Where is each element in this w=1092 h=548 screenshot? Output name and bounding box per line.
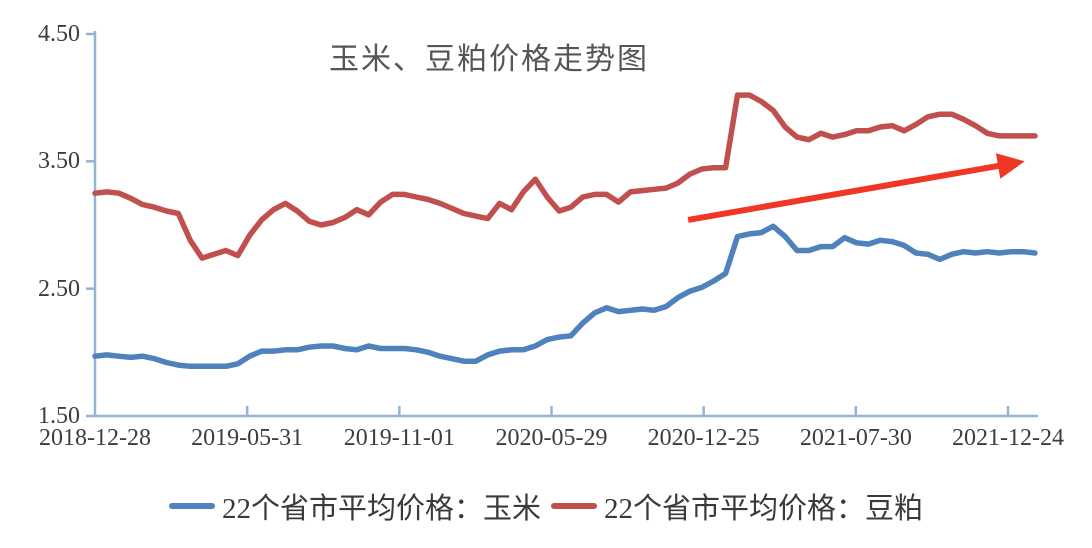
soybean-meal-line-swatch [551, 503, 597, 509]
corn-line-swatch [168, 503, 215, 509]
legend-item-corn: 22个省市平均价格：玉米 [168, 485, 541, 527]
y-tick-label: 4.50 [38, 21, 80, 47]
axes [86, 31, 1038, 418]
legend-item-soybean-meal: 22个省市平均价格：豆粕 [551, 485, 923, 527]
legend-label-corn: 22个省市平均价格：玉米 [221, 493, 541, 525]
x-tick-label: 2020-05-29 [495, 425, 608, 451]
x-tick-label: 2018-12-28 [39, 425, 151, 451]
x-tick-label: 2020-12-25 [647, 425, 760, 451]
x-tick-label: 2019-11-01 [343, 425, 455, 451]
x-tick-label: 2019-05-31 [191, 425, 304, 451]
axis-lines [93, 31, 1038, 418]
series-lines [92, 92, 1038, 370]
chart-title: 玉米、豆粕价格走势图 [329, 43, 649, 76]
x-tick-label: 2021-12-24 [952, 425, 1064, 451]
x-tick-label: 2021-07-30 [799, 425, 912, 451]
soybean-meal-price-line [92, 92, 1038, 261]
legend: 22个省市平均价格：玉米 22个省市平均价格：豆粕 [0, 485, 1092, 527]
corn-price-line [92, 223, 1038, 370]
trend-arrow-annotation [687, 153, 1025, 223]
y-tick-label: 1.50 [38, 403, 80, 429]
chart-canvas [86, 31, 1038, 418]
legend-label-soybean-meal: 22个省市平均价格：豆粕 [604, 493, 924, 525]
y-tick-label: 3.50 [38, 148, 80, 175]
annotations [687, 153, 1025, 223]
y-tick-label: 2.50 [38, 275, 80, 302]
